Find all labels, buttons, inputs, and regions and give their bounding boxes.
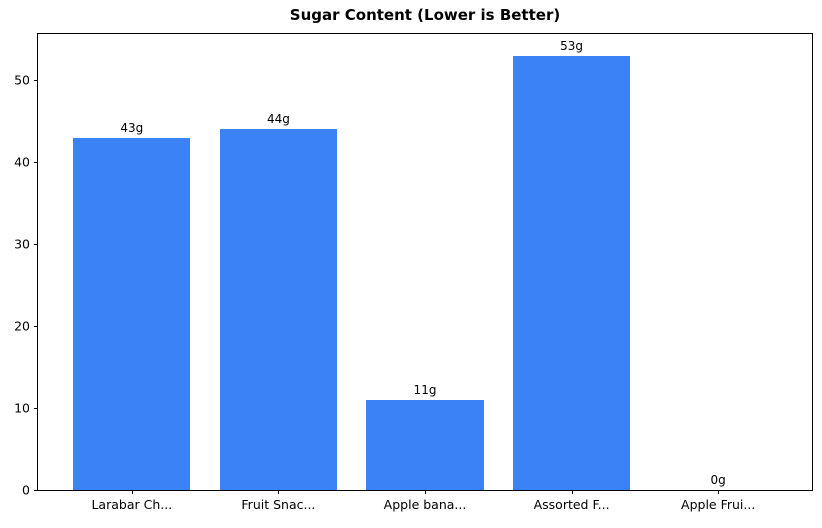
bar-value-label: 44g — [266, 112, 290, 127]
y-axis-tick-label: 20 — [14, 318, 30, 334]
y-axis-tick — [34, 244, 38, 246]
y-axis-tick-label: 0 — [22, 482, 30, 498]
x-axis-tick-label: Assorted F... — [533, 497, 610, 512]
x-axis-tick-label: Larabar Ch... — [91, 497, 173, 512]
bar-value-label: 53g — [560, 38, 584, 53]
bar — [512, 55, 631, 490]
y-axis-tick — [34, 490, 38, 491]
x-axis-tick-label: Apple Frui... — [681, 497, 756, 512]
x-axis-tick — [571, 490, 573, 494]
x-axis-tick — [425, 490, 426, 494]
bar — [73, 137, 191, 490]
x-axis-tick — [131, 490, 133, 494]
bar-value-label: 43g — [120, 120, 144, 135]
y-axis-tick-label: 30 — [14, 236, 30, 252]
bar — [219, 129, 338, 490]
x-axis-tick-label: Fruit Snac... — [241, 497, 316, 512]
y-axis-tick — [34, 80, 38, 82]
y-axis-tick-label: 40 — [14, 154, 30, 170]
x-axis-tick — [718, 490, 720, 494]
x-axis-tick — [278, 490, 280, 494]
y-axis-tick-label: 10 — [14, 400, 30, 416]
x-axis-tick-label: Apple bana... — [383, 497, 467, 512]
y-axis-tick — [34, 162, 38, 164]
y-axis-tick — [34, 326, 38, 328]
y-axis-tick — [34, 408, 38, 410]
bar — [366, 399, 484, 490]
plot-area: 43g Larabar Ch... 44g Fruit Snac... 11g Apple… — [14, 33, 813, 512]
bar-value-label: 0g — [710, 473, 726, 487]
y-axis-tick-label: 50 — [14, 72, 30, 88]
bar-value-label: 11g — [413, 382, 437, 397]
chart-title: Sugar Content (Lower is Better) — [289, 6, 561, 24]
